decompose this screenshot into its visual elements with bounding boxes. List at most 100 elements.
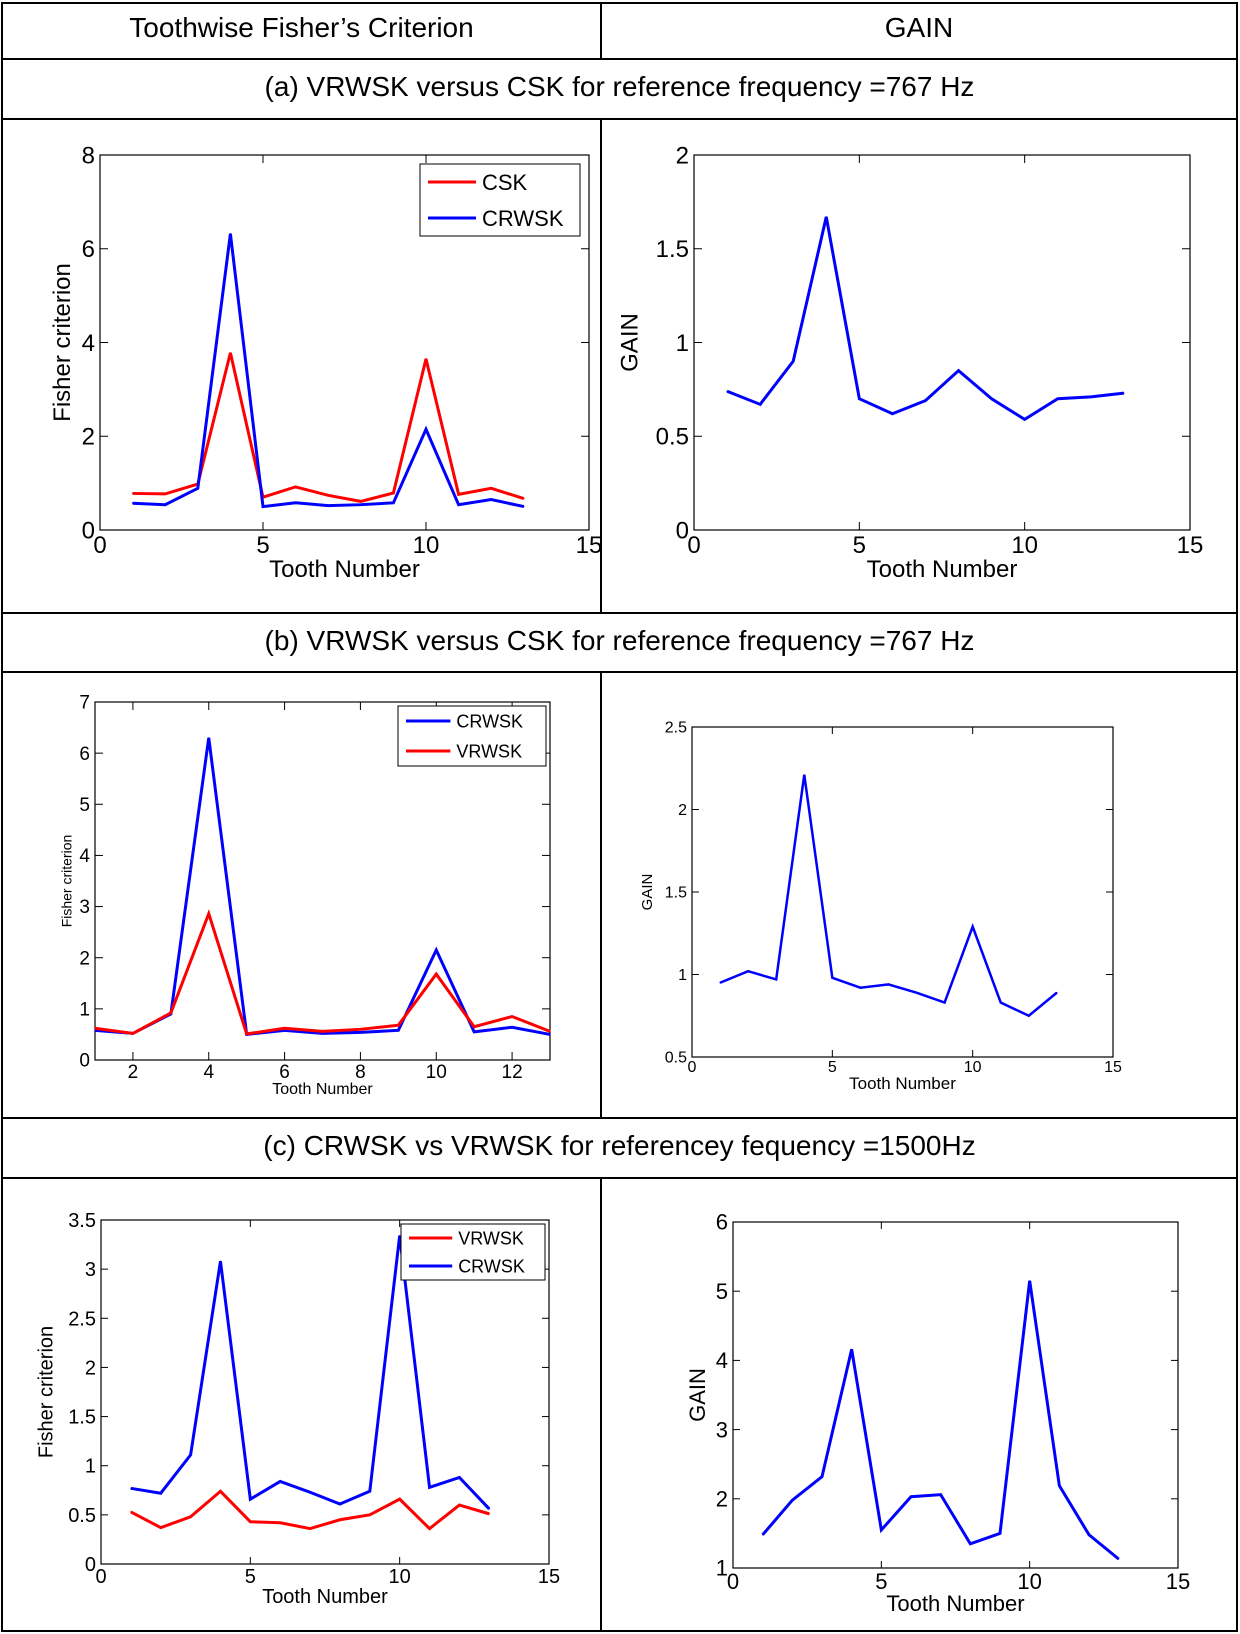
data-point xyxy=(321,1030,324,1032)
header-gain: GAIN xyxy=(884,12,954,43)
data-point xyxy=(458,1504,460,1506)
y-tick-label: 5 xyxy=(79,795,90,816)
y-tick-label: 6 xyxy=(79,744,90,765)
data-point xyxy=(957,370,960,372)
legend-label: CRWSK xyxy=(458,1256,525,1276)
data-point xyxy=(339,1503,341,1505)
x-tick-label: 0 xyxy=(93,532,106,559)
y-axis-label: GAIN xyxy=(616,313,643,372)
y-tick-label: 2 xyxy=(716,1487,728,1512)
data-point xyxy=(208,737,210,739)
data-point xyxy=(1024,418,1026,420)
y-tick-label: 0 xyxy=(82,517,95,544)
x-tick-label: 5 xyxy=(853,532,866,559)
data-point xyxy=(792,360,794,362)
data-point xyxy=(759,403,761,405)
data-point xyxy=(360,504,362,506)
y-tick-label: 4 xyxy=(716,1348,728,1373)
y-tick-label: 4 xyxy=(79,846,90,867)
y-axis-label: Fisher criterion xyxy=(58,835,74,928)
x-axis-label: Tooth Number xyxy=(849,1074,956,1093)
x-tick-label: 0 xyxy=(688,1059,697,1076)
data-point xyxy=(327,505,329,507)
data-point xyxy=(94,1027,96,1029)
data-point xyxy=(359,1028,362,1030)
data-point xyxy=(392,492,394,494)
legend-label: CRWSK xyxy=(482,206,564,231)
data-point xyxy=(473,1031,475,1033)
data-point xyxy=(458,493,460,495)
y-tick-label: 0.5 xyxy=(68,1505,96,1527)
data-point xyxy=(747,970,749,972)
data-point xyxy=(511,1015,513,1018)
y-tick-label: 1 xyxy=(79,1000,90,1021)
series-line-gain xyxy=(761,1280,1120,1561)
data-point xyxy=(321,1032,324,1035)
legend-box xyxy=(419,163,581,237)
x-tick-label: 4 xyxy=(203,1062,214,1083)
data-point xyxy=(1118,1558,1120,1560)
y-axis-label: GAIN xyxy=(685,1368,710,1422)
legend-label: VRWSK xyxy=(456,741,522,761)
y-tick-label: 8 xyxy=(82,142,95,169)
data-point xyxy=(859,987,862,989)
data-point xyxy=(1058,1485,1060,1487)
data-point xyxy=(283,1029,286,1031)
data-point xyxy=(1056,992,1058,994)
x-axis-label: Tooth Number xyxy=(886,1591,1024,1616)
data-point xyxy=(249,1521,251,1523)
data-point xyxy=(425,358,427,360)
data-point xyxy=(190,1516,192,1518)
y-tick-label: 1.5 xyxy=(656,236,689,263)
y-tick-label: 2.5 xyxy=(68,1308,96,1330)
x-tick-label: 15 xyxy=(1166,1569,1190,1594)
data-point xyxy=(473,1026,475,1028)
data-point xyxy=(803,774,805,776)
y-tick-label: 4 xyxy=(82,330,95,357)
x-axis-label: Tooth Number xyxy=(269,556,420,583)
y-tick-label: 1.5 xyxy=(665,885,687,902)
data-point xyxy=(891,413,894,415)
x-tick-label: 15 xyxy=(1104,1059,1122,1076)
data-point xyxy=(392,502,394,504)
data-point xyxy=(1057,398,1059,400)
y-tick-label: 0 xyxy=(676,517,689,544)
x-tick-label: 5 xyxy=(875,1569,887,1594)
y-tick-label: 5 xyxy=(716,1279,728,1304)
data-point xyxy=(369,1514,371,1516)
x-tick-label: 5 xyxy=(245,1566,256,1588)
data-point xyxy=(458,504,460,506)
x-tick-label: 5 xyxy=(828,1059,837,1076)
x-tick-label: 15 xyxy=(538,1566,560,1588)
x-tick-label: 15 xyxy=(1177,532,1204,559)
data-point xyxy=(94,1029,96,1031)
data-point xyxy=(775,978,777,981)
plot-area xyxy=(732,1221,1179,1569)
data-point xyxy=(719,982,721,984)
y-tick-label: 0.5 xyxy=(656,424,689,451)
y-tick-label: 0 xyxy=(85,1554,96,1576)
y-tick-label: 1.5 xyxy=(68,1407,96,1429)
data-point xyxy=(197,487,199,489)
data-point xyxy=(915,992,918,994)
data-point xyxy=(488,1508,490,1510)
y-tick-label: 3 xyxy=(79,897,90,918)
data-point xyxy=(831,977,833,979)
y-tick-label: 2 xyxy=(79,948,90,969)
data-point xyxy=(170,1012,172,1014)
data-point xyxy=(1088,1534,1090,1536)
data-point xyxy=(1029,1280,1031,1282)
data-point xyxy=(132,492,134,495)
y-tick-label: 1 xyxy=(676,330,689,357)
y-axis-label: Fisher criterion xyxy=(49,263,76,422)
y-tick-label: 2 xyxy=(85,1357,96,1379)
data-point xyxy=(488,1513,490,1515)
data-point xyxy=(435,949,437,951)
x-tick-label: 10 xyxy=(964,1059,982,1076)
x-axis-label: Tooth Number xyxy=(272,1081,373,1098)
data-point xyxy=(991,398,993,400)
